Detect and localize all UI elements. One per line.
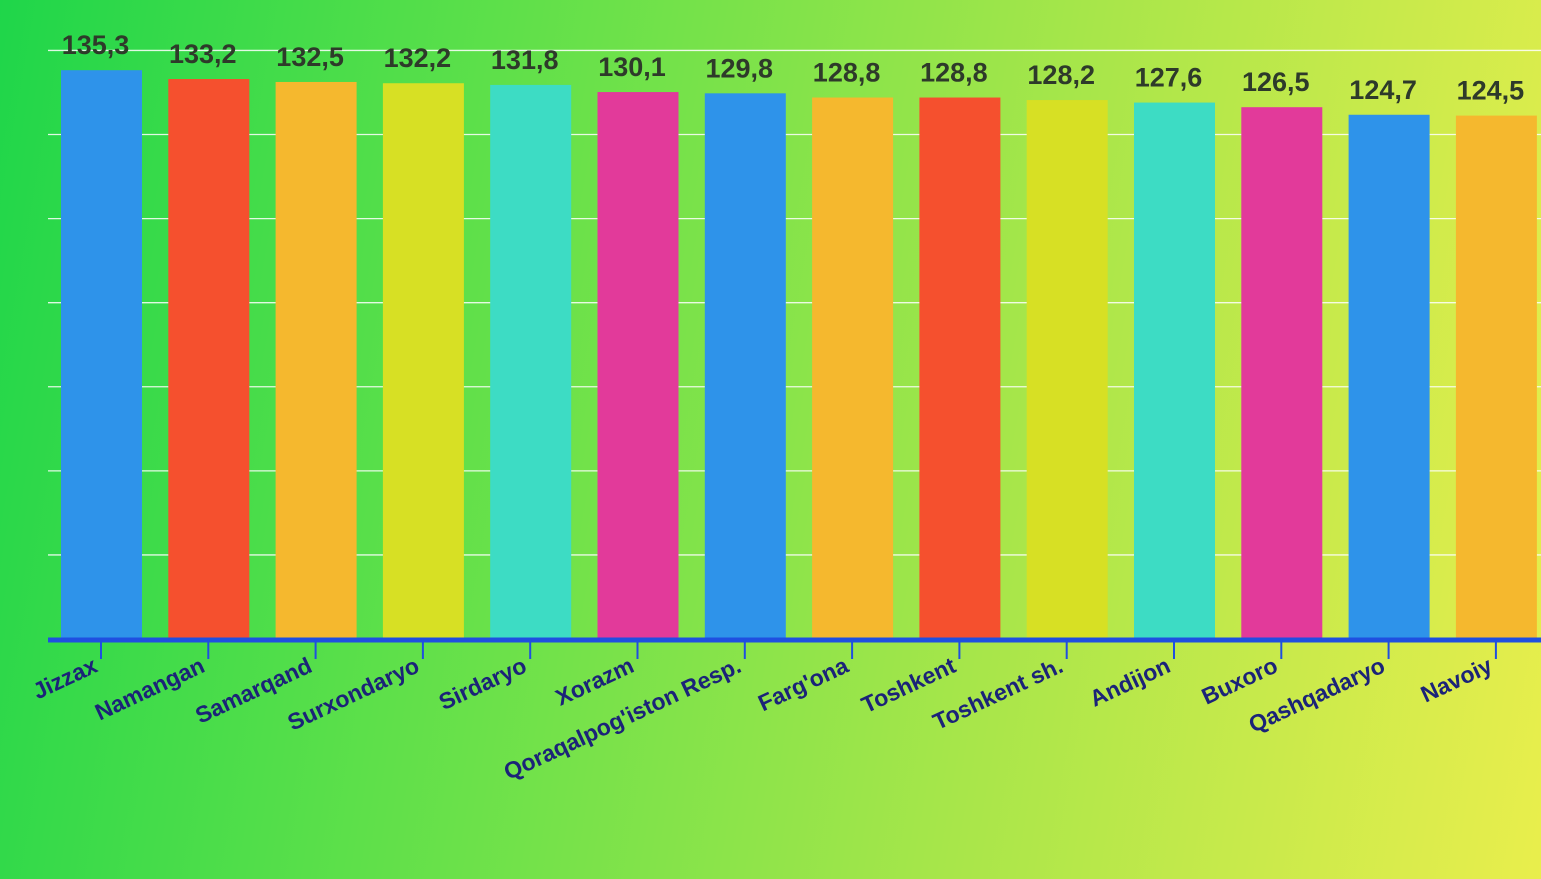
- data-label: 130,1: [598, 52, 666, 82]
- x-tick-label: Namangan: [91, 652, 209, 725]
- bar: [1026, 100, 1108, 640]
- x-tick-label: Andijon: [1086, 652, 1175, 712]
- data-label: 128,8: [920, 58, 988, 88]
- bar: [812, 97, 894, 640]
- value-labels: 135,3 133,2 132,5 132,2 131,8 130,1 129,8 128,8…: [62, 30, 1524, 105]
- bar: [1348, 114, 1430, 639]
- bar: [1455, 115, 1537, 640]
- data-label: 126,5: [1242, 67, 1310, 97]
- x-tick-label: Navoiy: [1417, 652, 1497, 708]
- bar: [1241, 107, 1323, 640]
- x-tick-label: Jizzax: [29, 652, 102, 704]
- data-label: 131,8: [491, 45, 559, 75]
- data-label: 128,2: [1027, 60, 1095, 90]
- x-axis: [48, 637, 1541, 659]
- x-tick-label: Sirdaryo: [435, 652, 531, 715]
- data-label: 132,2: [384, 43, 452, 73]
- data-label: 128,8: [813, 58, 881, 88]
- bar: [382, 83, 464, 639]
- bars: [61, 70, 1537, 640]
- data-label: 127,6: [1135, 63, 1203, 93]
- bar: [490, 84, 572, 640]
- bar: [275, 81, 357, 640]
- bar: [1134, 102, 1215, 640]
- bar: [168, 79, 250, 639]
- bar: [61, 70, 142, 640]
- data-label: 124,5: [1457, 76, 1525, 106]
- data-label: 124,7: [1349, 75, 1417, 105]
- data-label: 132,5: [276, 42, 344, 72]
- data-label: 133,2: [169, 39, 237, 69]
- x-tick-label: Buxoro: [1197, 652, 1281, 710]
- x-tick-label: Farg'ona: [754, 652, 852, 716]
- bar: [704, 93, 786, 639]
- data-label: 135,3: [62, 30, 130, 60]
- bar: [919, 97, 1001, 640]
- bar: [597, 92, 679, 640]
- data-label: 129,8: [706, 53, 774, 83]
